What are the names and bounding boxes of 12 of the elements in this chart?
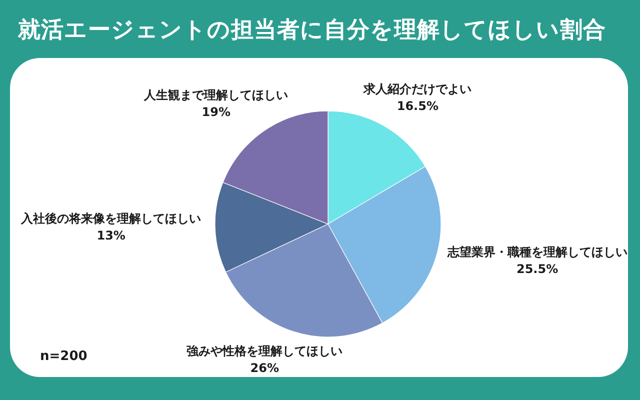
data-label: 13% — [96, 228, 126, 243]
slice-label: 強みや性格を理解してほしい — [186, 344, 343, 358]
slice-label: 求人紹介だけでよい — [362, 82, 472, 96]
chart-title: 就活エージェントの担当者に自分を理解してほしい割合 — [16, 16, 607, 45]
data-label: 16.5% — [396, 98, 438, 113]
slice-label: 人生観まで理解してほしい — [143, 88, 288, 102]
text: n=200 — [40, 349, 88, 364]
data-label: 19% — [202, 104, 231, 119]
data-label: 26% — [250, 360, 280, 375]
slice-label: 志望業界・職種を理解してほしい — [446, 245, 628, 259]
data-label: 25.5% — [516, 262, 558, 276]
slice-label: 入社後の将来像を理解してほしい — [20, 212, 202, 226]
